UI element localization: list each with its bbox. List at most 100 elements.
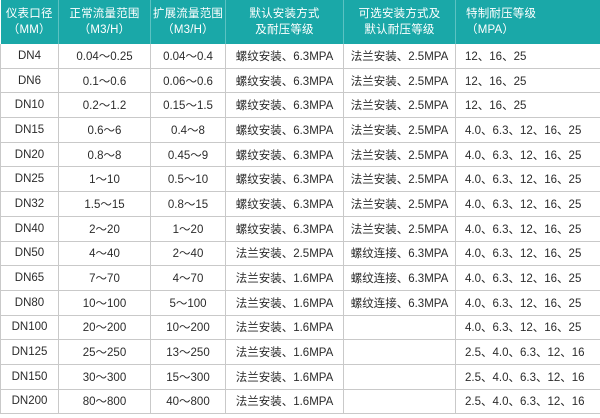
cell-def: 螺纹安装、6.3MPA [225, 68, 344, 94]
cell-press: 4.0、6.3、12、16、25 [455, 315, 600, 341]
cell-dn: DN40 [0, 216, 59, 242]
cell-normal: 0.8～8 [58, 142, 151, 168]
cell-normal: 0.04～0.25 [58, 44, 151, 69]
column-header-normal-flow: 正常流量范围 （M3/H） [58, 0, 151, 44]
table-body: DN4 0.04～0.25 0.04～0.4 螺纹安装、6.3MPA 法兰安装、2.5M… [0, 44, 600, 415]
cell-press: 4.0、6.3、12、16、25 [455, 166, 600, 193]
column-header-extended-flow-line1: 扩展流量范围 [152, 8, 224, 20]
table-row: DN200 80～800 40～800 法兰安装、1.6MPA 2.5、4.0、6.3、… [0, 389, 600, 415]
cell-ext: 0.8～15 [150, 191, 226, 217]
cell-press: 4.0、6.3、12、16、25 [455, 216, 600, 242]
column-header-special-pressure-line1: 特制耐压等级 [466, 8, 537, 20]
cell-ext: 0.06～0.6 [150, 68, 226, 94]
cell-press: 4.0、6.3、12、16、25 [455, 290, 600, 316]
cell-opt: 螺纹连接、6.3MPA [343, 290, 456, 316]
cell-dn: DN150 [0, 364, 59, 390]
cell-normal: 80～800 [58, 389, 151, 415]
column-header-default-install-line1: 默认安装方式 [249, 8, 320, 20]
cell-dn: DN32 [0, 191, 59, 217]
cell-dn: DN50 [0, 241, 59, 267]
cell-def: 螺纹安装、6.3MPA [225, 216, 344, 242]
cell-dn: DN100 [0, 315, 59, 341]
cell-ext: 0.15～1.5 [150, 92, 226, 119]
cell-def: 法兰安装、1.6MPA [225, 290, 344, 316]
cell-def: 螺纹安装、6.3MPA [225, 166, 344, 193]
cell-ext: 10～200 [150, 315, 226, 341]
cell-press: 4.0、6.3、12、16、25 [455, 142, 600, 168]
table-row: DN10 0.2～1.2 0.15～1.5 螺纹安装、6.3MPA 法兰安装、2.5MP… [0, 92, 600, 119]
cell-opt [343, 364, 456, 390]
cell-opt: 法兰安装、2.5MPA [343, 191, 456, 217]
cell-ext: 0.5～10 [150, 166, 226, 193]
cell-dn: DN65 [0, 265, 59, 291]
cell-normal: 20～200 [58, 315, 151, 341]
cell-press: 12、16、25 [455, 68, 600, 94]
column-header-default-install: 默认安装方式 及耐压等级 [225, 0, 344, 44]
cell-dn: DN25 [0, 166, 59, 193]
cell-normal: 10～100 [58, 290, 151, 316]
table-row: DN125 25～250 13～250 法兰安装、1.6MPA 2.5、4.0、6.3、… [0, 339, 600, 365]
cell-ext: 4～70 [150, 265, 226, 291]
table-row: DN15 0.6～6 0.4～8 螺纹安装、6.3MPA 法兰安装、2.5MPA 4.0、… [0, 117, 600, 143]
column-header-diameter-line2: （MM） [7, 24, 51, 36]
column-header-extended-flow: 扩展流量范围 （M3/H） [150, 0, 226, 44]
column-header-normal-flow-line1: 正常流量范围 [69, 8, 140, 20]
cell-press: 12、16、25 [455, 44, 600, 69]
cell-normal: 2～20 [58, 216, 151, 242]
table-header: 仪表口径 （MM） 正常流量范围 （M3/H） 扩展流量范围 （M3/H） 默认… [0, 0, 600, 44]
cell-press: 2.5、4.0、6.3、12、16 [455, 364, 600, 390]
cell-def: 法兰安装、1.6MPA [225, 339, 344, 365]
cell-ext: 0.45～9 [150, 142, 226, 168]
column-header-optional-install-line1: 可选安装方式及 [358, 8, 441, 20]
cell-def: 螺纹安装、6.3MPA [225, 142, 344, 168]
table-row: DN150 30～300 15～300 法兰安装、1.6MPA 2.5、4.0、6.3、… [0, 364, 600, 390]
cell-dn: DN125 [0, 339, 59, 365]
cell-opt: 法兰安装、2.5MPA [343, 142, 456, 168]
cell-opt [343, 389, 456, 415]
table-row: DN25 1～10 0.5～10 螺纹安装、6.3MPA 法兰安装、2.5MPA 4.0、… [0, 166, 600, 193]
table-row: DN65 7～70 4～70 法兰安装、1.6MPA 螺纹连接、6.3MPA 4.0、6.… [0, 265, 600, 291]
cell-ext: 13～250 [150, 339, 226, 365]
column-header-extended-flow-line2: （M3/H） [162, 24, 214, 36]
cell-def: 法兰安装、1.6MPA [225, 315, 344, 341]
cell-ext: 2～40 [150, 241, 226, 267]
cell-normal: 25～250 [58, 339, 151, 365]
cell-normal: 0.6～6 [58, 117, 151, 143]
cell-def: 螺纹安装、6.3MPA [225, 92, 344, 119]
cell-opt: 法兰安装、2.5MPA [343, 92, 456, 119]
cell-press: 4.0、6.3、12、16、25 [455, 241, 600, 267]
cell-press: 4.0、6.3、12、16、25 [455, 191, 600, 217]
cell-ext: 40～800 [150, 389, 226, 415]
table-row: DN32 1.5～15 0.8～15 螺纹安装、6.3MPA 法兰安装、2.5MPA 4.… [0, 191, 600, 217]
cell-def: 法兰安装、1.6MPA [225, 364, 344, 390]
table-row: DN20 0.8～8 0.45～9 螺纹安装、6.3MPA 法兰安装、2.5MPA 4.0… [0, 142, 600, 168]
cell-normal: 4～40 [58, 241, 151, 267]
cell-dn: DN10 [0, 92, 59, 119]
cell-press: 12、16、25 [455, 92, 600, 119]
cell-press: 4.0、6.3、12、16、25 [455, 117, 600, 143]
cell-press: 4.0、6.3、12、16、25 [455, 265, 600, 291]
cell-ext: 5～100 [150, 290, 226, 316]
cell-def: 法兰安装、1.6MPA [225, 389, 344, 415]
cell-press: 2.5、4.0、6.3、12、16 [455, 339, 600, 365]
cell-def: 螺纹安装、6.3MPA [225, 44, 344, 69]
cell-def: 法兰安装、2.5MPA [225, 241, 344, 267]
cell-normal: 0.1～0.6 [58, 68, 151, 94]
cell-ext: 15～300 [150, 364, 226, 390]
table-row: DN40 2～20 1～20 螺纹安装、6.3MPA 法兰安装、2.5MPA 4.0、6.… [0, 216, 600, 242]
cell-opt: 螺纹连接、6.3MPA [343, 265, 456, 291]
cell-opt [343, 315, 456, 341]
cell-ext: 0.4～8 [150, 117, 226, 143]
cell-def: 螺纹安装、6.3MPA [225, 117, 344, 143]
column-header-optional-install: 可选安装方式及 默认耐压等级 [343, 0, 456, 44]
cell-normal: 1.5～15 [58, 191, 151, 217]
column-header-default-install-line2: 及耐压等级 [255, 24, 314, 36]
cell-ext: 0.04～0.4 [150, 44, 226, 69]
cell-opt: 法兰安装、2.5MPA [343, 166, 456, 193]
cell-opt: 法兰安装、2.5MPA [343, 216, 456, 242]
cell-normal: 30～300 [58, 364, 151, 390]
cell-def: 螺纹安装、6.3MPA [225, 191, 344, 217]
cell-opt: 螺纹连接、6.3MPA [343, 241, 456, 267]
column-header-special-pressure-line2: （MPA） [466, 24, 515, 36]
